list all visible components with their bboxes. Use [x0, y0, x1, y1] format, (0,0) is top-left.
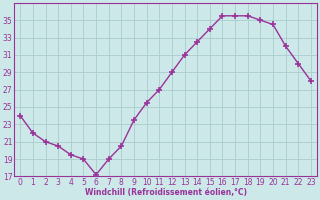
X-axis label: Windchill (Refroidissement éolien,°C): Windchill (Refroidissement éolien,°C) — [84, 188, 247, 197]
